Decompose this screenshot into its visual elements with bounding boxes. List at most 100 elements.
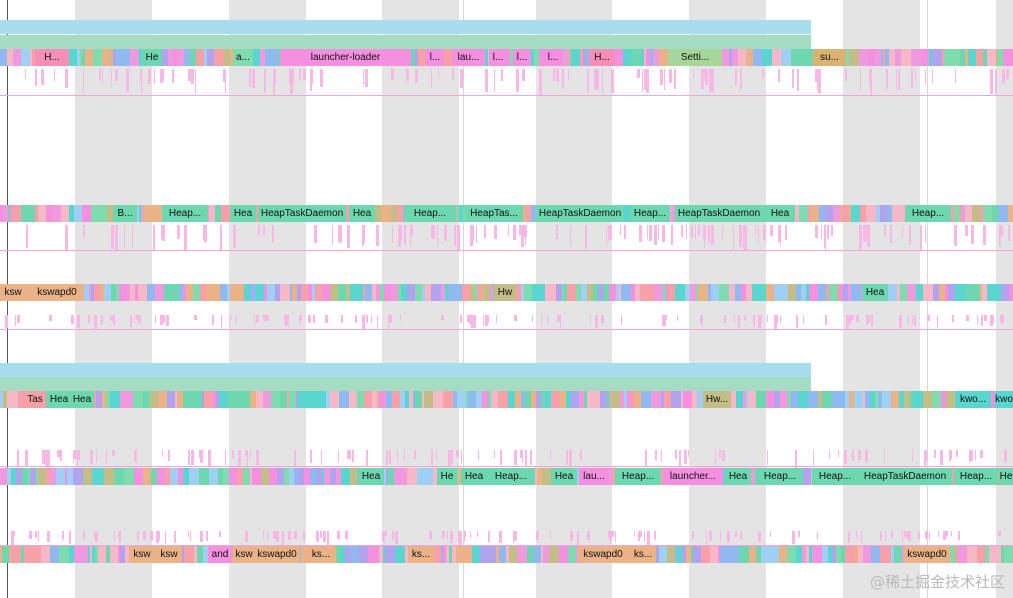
thread-slice[interactable] [514,284,521,301]
thread-slice[interactable] [825,205,833,222]
thread-slice[interactable] [849,546,855,563]
thread-slice[interactable] [651,391,661,408]
thread-slice[interactable] [865,391,870,408]
thread-slice[interactable] [661,391,664,408]
thread-slice[interactable] [457,391,466,408]
thread-slice[interactable] [349,391,357,408]
thread-slice[interactable] [36,468,38,485]
thread-slice[interactable] [932,49,942,66]
thread-slice[interactable] [933,284,939,301]
thread-slice[interactable] [509,546,517,563]
thread-slice[interactable] [639,49,641,66]
thread-slice[interactable] [671,391,681,408]
thread-slice[interactable] [372,284,376,301]
thread-slice[interactable] [364,391,372,408]
thread-slice[interactable] [139,205,141,222]
thread-slice[interactable] [732,49,738,66]
thread-slice[interactable] [69,546,74,563]
thread-slice-label[interactable]: ksw [156,546,182,563]
thread-slice[interactable] [527,546,533,563]
thread-slice[interactable] [490,284,493,301]
thread-slice[interactable] [812,546,816,563]
thread-slice[interactable] [69,205,74,222]
thread-slice[interactable] [280,391,287,408]
thread-slice[interactable] [38,205,46,222]
thread-slice[interactable] [343,205,349,222]
thread-slice[interactable] [659,49,669,66]
thread-slice[interactable] [415,49,418,66]
thread-slice[interactable] [403,468,407,485]
thread-slice[interactable] [175,391,177,408]
thread-slice[interactable] [84,546,88,563]
thread-slice[interactable] [644,49,646,66]
thread-slice[interactable] [677,546,679,563]
thread-slice[interactable] [591,391,600,408]
thread-slice[interactable] [11,546,21,563]
thread-slice[interactable] [350,468,357,485]
thread-slice[interactable] [384,284,389,301]
thread-slice-label[interactable]: HeapTaskDaemon [258,205,346,222]
thread-slice[interactable] [711,284,719,301]
thread-slice[interactable] [32,546,41,563]
thread-slice-label[interactable]: ks... [408,546,434,563]
thread-slice[interactable] [422,391,424,408]
thread-slice[interactable] [379,391,386,408]
thread-slice[interactable] [631,391,635,408]
thread-slice-label[interactable]: Setti... [668,49,722,66]
thread-slice[interactable] [425,284,431,301]
thread-slice[interactable] [980,284,982,301]
thread-slice[interactable] [330,284,338,301]
thread-slice-label[interactable]: ks... [630,546,656,563]
thread-slice[interactable] [326,391,330,408]
thread-slice[interactable] [946,546,954,563]
thread-slice[interactable] [876,546,880,563]
thread-slice[interactable] [561,49,569,66]
thread-slice[interactable] [532,284,542,301]
thread-slice[interactable] [158,391,167,408]
thread-slice[interactable] [400,391,405,408]
thread-slice[interactable] [183,391,192,408]
thread-slice[interactable] [373,205,381,222]
thread-slice[interactable] [690,284,696,301]
thread-slice[interactable] [521,391,525,408]
thread-slice[interactable] [701,546,710,563]
thread-slice[interactable] [196,49,204,66]
thread-slice[interactable] [77,49,80,66]
thread-slice[interactable] [56,468,65,485]
thread-slice[interactable] [114,468,124,485]
thread-slice[interactable] [141,205,143,222]
thread-slice[interactable] [138,284,147,301]
thread-slice[interactable] [453,391,457,408]
thread-slice[interactable] [624,391,627,408]
thread-slice[interactable] [982,284,987,301]
thread-slice[interactable] [774,391,780,408]
thread-slice[interactable] [18,391,26,408]
thread-slice[interactable] [298,391,307,408]
thread-slice[interactable] [839,284,843,301]
thread-slice[interactable] [840,391,845,408]
thread-slice[interactable] [330,468,336,485]
thread-slice[interactable] [194,546,197,563]
thread-slice[interactable] [386,468,388,485]
thread-slice-label[interactable]: l... [426,49,444,66]
thread-slice[interactable] [521,284,524,301]
thread-slice[interactable] [275,284,280,301]
thread-slice[interactable] [372,391,377,408]
thread-slice[interactable] [1008,205,1013,222]
thread-slice[interactable] [987,284,991,301]
thread-slice[interactable] [2,546,9,563]
thread-slice-label[interactable]: launcher-loader [280,49,411,66]
thread-slice[interactable] [21,49,30,66]
thread-slice[interactable] [341,546,345,563]
thread-slice[interactable] [819,205,825,222]
thread-slice[interactable] [120,391,126,408]
thread-slice[interactable] [619,49,623,66]
thread-slice[interactable] [760,205,769,222]
thread-slice[interactable] [976,49,983,66]
thread-slice-label[interactable]: ksw [233,546,255,563]
thread-slice[interactable] [133,391,143,408]
thread-slice[interactable] [542,284,545,301]
thread-slice[interactable] [955,284,965,301]
thread-slice[interactable] [139,49,142,66]
thread-slice[interactable] [600,391,607,408]
